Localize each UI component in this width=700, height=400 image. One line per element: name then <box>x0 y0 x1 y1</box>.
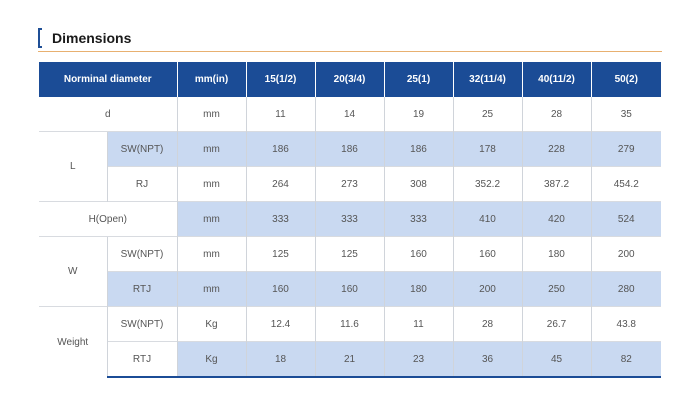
row-sub-label: SW(NPT) <box>106 306 177 342</box>
row-sub-label: RJ <box>106 166 177 202</box>
title-bracket-icon <box>38 28 42 48</box>
table-row-w-rtj: RTJ mm 160 160 180 200 250 280 <box>39 271 661 307</box>
table-row-h-open: H(Open) mm 333 333 333 410 420 524 <box>39 201 661 237</box>
value-cell: 524 <box>590 201 661 237</box>
header-size-15: 15(1/2) <box>245 62 315 97</box>
value-cell: 178 <box>452 131 522 167</box>
value-cell: 36 <box>452 341 522 378</box>
value-cell: 186 <box>245 131 315 167</box>
value-cell: 18 <box>245 341 315 378</box>
value-cell: 23 <box>383 341 453 378</box>
value-cell: 35 <box>590 97 661 132</box>
value-cell: 279 <box>590 131 661 167</box>
header-size-32: 32(11/4) <box>452 62 522 97</box>
value-cell: 280 <box>590 271 661 307</box>
section-title: Dimensions <box>52 30 132 46</box>
value-cell: 25 <box>452 97 522 132</box>
value-cell: 19 <box>383 97 453 132</box>
value-cell: 160 <box>314 271 384 307</box>
unit-cell: Kg <box>176 306 246 342</box>
value-cell: 11 <box>245 97 315 132</box>
value-cell: 228 <box>521 131 591 167</box>
value-cell: 420 <box>521 201 591 237</box>
table-row-l-sw: L SW(NPT) mm 186 186 186 178 228 279 <box>39 131 661 202</box>
unit-cell: mm <box>176 271 246 307</box>
value-cell: 180 <box>383 271 453 307</box>
value-cell: 45 <box>521 341 591 378</box>
dimensions-table: Norminal diameter mm(in) 15(1/2) 20(3/4)… <box>39 62 661 378</box>
header-size-50: 50(2) <box>590 62 661 97</box>
value-cell: 186 <box>383 131 453 167</box>
section-header: Dimensions <box>38 28 662 52</box>
value-cell: 125 <box>245 236 315 272</box>
value-cell: 28 <box>521 97 591 132</box>
value-cell: 26.7 <box>521 306 591 342</box>
header-size-25: 25(1) <box>383 62 453 97</box>
value-cell: 11.6 <box>314 306 384 342</box>
value-cell: 82 <box>590 341 661 378</box>
value-cell: 308 <box>383 166 453 202</box>
row-sub-label: RTJ <box>106 271 177 307</box>
value-cell: 264 <box>245 166 315 202</box>
header-size-40: 40(11/2) <box>521 62 591 97</box>
table-row-d: d mm 11 14 19 25 28 35 <box>39 97 661 132</box>
value-cell: 125 <box>314 236 384 272</box>
table-header-row: Norminal diameter mm(in) 15(1/2) 20(3/4)… <box>39 62 661 97</box>
value-cell: 43.8 <box>590 306 661 342</box>
value-cell: 200 <box>590 236 661 272</box>
row-label: H(Open) <box>39 201 177 237</box>
unit-cell: mm <box>176 97 246 132</box>
row-sub-label: SW(NPT) <box>106 131 177 167</box>
unit-cell: mm <box>176 201 246 237</box>
value-cell: 11 <box>383 306 453 342</box>
unit-cell: mm <box>176 131 246 167</box>
header-nominal-diameter: Norminal diameter <box>39 62 177 97</box>
value-cell: 12.4 <box>245 306 315 342</box>
value-cell: 387.2 <box>521 166 591 202</box>
unit-cell: mm <box>176 236 246 272</box>
row-label: d <box>39 97 177 132</box>
value-cell: 14 <box>314 97 384 132</box>
value-cell: 160 <box>245 271 315 307</box>
value-cell: 250 <box>521 271 591 307</box>
row-group-label: L <box>39 131 107 202</box>
value-cell: 454.2 <box>590 166 661 202</box>
table-row-l-rj: RJ mm 264 273 308 352.2 387.2 454.2 <box>39 166 661 202</box>
value-cell: 180 <box>521 236 591 272</box>
value-cell: 352.2 <box>452 166 522 202</box>
value-cell: 333 <box>314 201 384 237</box>
table-row-weight-rtj: RTJ Kg 18 21 23 36 45 82 <box>39 341 661 378</box>
unit-cell: Kg <box>176 341 246 378</box>
value-cell: 160 <box>383 236 453 272</box>
value-cell: 160 <box>452 236 522 272</box>
table-row-weight-sw: Weight SW(NPT) Kg 12.4 11.6 11 28 26.7 4… <box>39 306 661 377</box>
value-cell: 186 <box>314 131 384 167</box>
value-cell: 21 <box>314 341 384 378</box>
row-sub-label: RTJ <box>106 341 177 378</box>
value-cell: 273 <box>314 166 384 202</box>
unit-cell: mm <box>176 166 246 202</box>
value-cell: 333 <box>245 201 315 237</box>
row-sub-label: SW(NPT) <box>106 236 177 272</box>
value-cell: 28 <box>452 306 522 342</box>
value-cell: 200 <box>452 271 522 307</box>
header-size-20: 20(3/4) <box>314 62 384 97</box>
value-cell: 333 <box>383 201 453 237</box>
value-cell: 410 <box>452 201 522 237</box>
header-unit: mm(in) <box>176 62 246 97</box>
table-row-w-sw: W SW(NPT) mm 125 125 160 160 180 200 <box>39 236 661 307</box>
row-group-label: Weight <box>39 306 107 377</box>
header-divider <box>38 51 662 52</box>
row-group-label: W <box>39 236 107 307</box>
